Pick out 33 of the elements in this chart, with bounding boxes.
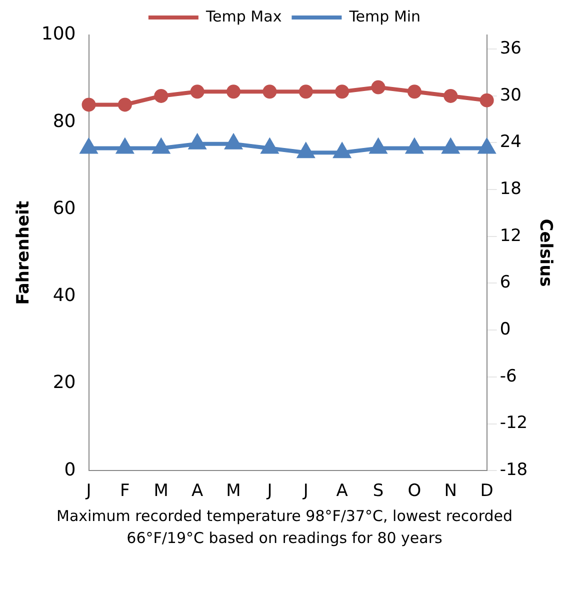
y2-tick-label: 6 xyxy=(500,272,511,293)
x-tick-label: A xyxy=(192,481,204,502)
y2-tick-label: -6 xyxy=(500,366,517,386)
y2-tick-label: 30 xyxy=(500,85,522,106)
x-tick-label: S xyxy=(372,481,384,502)
x-tick-label: D xyxy=(480,481,494,502)
x-tick-label: J xyxy=(302,481,308,502)
x-tick-label: M xyxy=(154,481,168,502)
y2-tick-label: 12 xyxy=(500,226,522,246)
y2-tick-label: 18 xyxy=(500,178,522,199)
x-tick-label: A xyxy=(336,481,348,502)
x-tick-label: J xyxy=(85,481,92,502)
y-axis-title: Fahrenheit xyxy=(14,200,34,305)
text: Maximum recorded temperature 98°F/37°C, lowest recorded 66°F/19°C based on readings for 80 years xyxy=(56,506,514,549)
x-tick-label: J xyxy=(266,481,272,502)
x-tick-label: N xyxy=(444,481,458,502)
y-tick-label: 0 xyxy=(64,459,76,480)
legend-label: Temp Min xyxy=(348,7,421,26)
y-tick-label: 20 xyxy=(52,372,76,394)
legend-label: Temp Max xyxy=(204,7,282,26)
y2-axis-title: Celsius xyxy=(535,218,556,287)
y2-tick-label: -18 xyxy=(500,460,528,480)
y2-tick-label: 24 xyxy=(500,132,522,152)
y-tick-label: 80 xyxy=(52,110,76,132)
x-tick-label: O xyxy=(408,481,422,502)
y-tick-label: 100 xyxy=(41,24,76,45)
y2-tick-label: 0 xyxy=(500,320,511,340)
y2-tick-label: -12 xyxy=(500,413,528,434)
x-tick-label: M xyxy=(226,481,241,502)
x-tick-label: F xyxy=(120,481,130,502)
y-tick-label: 40 xyxy=(52,285,76,306)
y-tick-label: 60 xyxy=(52,198,76,219)
y2-tick-label: 36 xyxy=(500,38,522,58)
